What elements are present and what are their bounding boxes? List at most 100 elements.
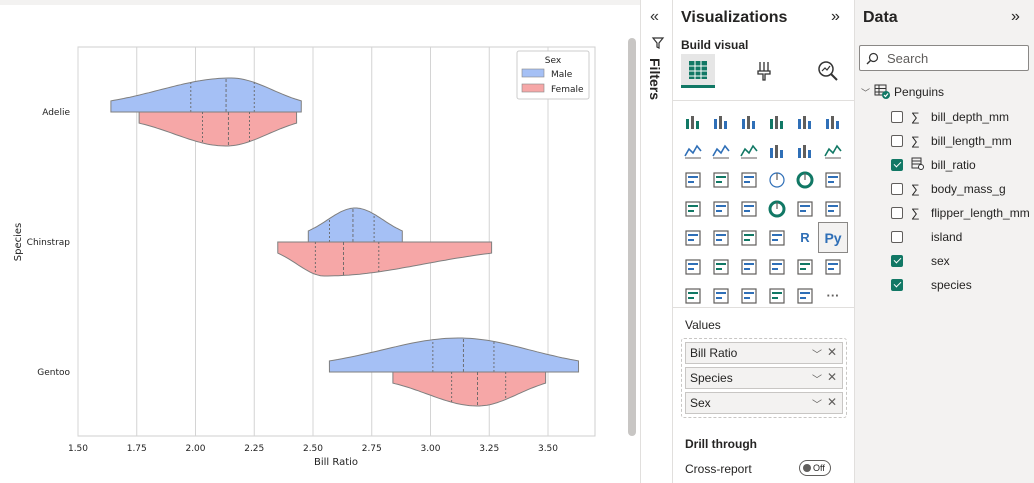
get-more-visuals-icon[interactable]	[735, 281, 763, 310]
stacked-bar-chart-icon[interactable]	[679, 107, 707, 136]
violin-male-chinstrap[interactable]	[307, 207, 403, 243]
pie-chart-icon[interactable]	[763, 165, 791, 194]
line-chart-icon[interactable]	[679, 136, 707, 165]
format-visual-button[interactable]	[747, 54, 781, 88]
scatter-chart-icon[interactable]	[735, 165, 763, 194]
remove-field-icon[interactable]: ✕	[826, 395, 837, 409]
r-visual-icon[interactable]: R	[791, 223, 819, 252]
remove-field-icon[interactable]: ✕	[826, 370, 837, 384]
area-chart-icon[interactable]	[707, 136, 735, 165]
chevron-down-icon[interactable]: ﹀	[812, 375, 822, 386]
field-species[interactable]: species	[891, 276, 972, 294]
legend-entry-male: Male	[551, 70, 573, 80]
diamond-visual-icon[interactable]	[763, 281, 791, 310]
field-name: bill_length_mm	[931, 134, 1012, 148]
table-icon[interactable]	[735, 223, 763, 252]
power-automate-icon[interactable]	[707, 281, 735, 310]
analytics-button[interactable]	[811, 54, 845, 88]
map-icon[interactable]	[679, 194, 707, 223]
field-bill-ratio[interactable]: bill_ratio	[891, 156, 976, 174]
violin-male-adelie[interactable]	[110, 77, 302, 113]
card-icon[interactable]	[791, 194, 819, 223]
paginated-report-icon[interactable]	[819, 252, 847, 281]
donut-chart-icon[interactable]	[791, 165, 819, 194]
cross-report-toggle[interactable]: Off	[799, 460, 831, 476]
gauge-icon[interactable]	[763, 194, 791, 223]
x-tick-label: 2.25	[244, 444, 264, 454]
matrix-icon[interactable]	[763, 223, 791, 252]
field-checkbox[interactable]	[891, 231, 903, 243]
arrow-visual-icon[interactable]	[791, 281, 819, 310]
100-column-chart-icon[interactable]	[819, 107, 847, 136]
funnel-chart-icon[interactable]	[707, 165, 735, 194]
values-field-sex[interactable]: Sex ﹀ ✕	[685, 392, 843, 414]
r-visual-glyph: R	[800, 230, 810, 245]
field-flipper-length-mm[interactable]: ∑ flipper_length_mm	[891, 204, 1030, 222]
stacked-area-chart-icon[interactable]	[735, 136, 763, 165]
field-checkbox[interactable]	[891, 159, 903, 171]
magnifier-chart-icon	[818, 61, 838, 81]
more-visuals-icon[interactable]: ···	[819, 281, 847, 310]
line-column-chart-icon[interactable]	[763, 136, 791, 165]
collapse-filters-icon[interactable]: «	[650, 8, 659, 25]
chevron-down-icon[interactable]: ﹀	[861, 87, 871, 98]
chevron-down-icon[interactable]: ﹀	[812, 350, 822, 361]
chevron-down-icon[interactable]: ﹀	[812, 400, 822, 411]
line-clustered-column-chart-icon[interactable]	[791, 136, 819, 165]
values-field-bill-ratio[interactable]: Bill Ratio ﹀ ✕	[685, 342, 843, 364]
field-body-mass-g[interactable]: ∑ body_mass_g	[891, 180, 1006, 198]
canvas-scrollbar[interactable]	[628, 38, 636, 436]
field-island[interactable]: island	[891, 228, 962, 246]
waterfall-chart-icon[interactable]	[679, 165, 707, 194]
violin-female-gentoo[interactable]	[392, 371, 547, 407]
metrics-icon[interactable]	[791, 252, 819, 281]
clustered-bar-chart-icon[interactable]	[707, 107, 735, 136]
treemap-chart-icon[interactable]	[819, 165, 847, 194]
expand-data-icon[interactable]: »	[1011, 8, 1020, 25]
field-checkbox[interactable]	[891, 183, 903, 195]
values-field-species[interactable]: Species ﹀ ✕	[685, 367, 843, 389]
python-visual-icon[interactable]: Py	[818, 222, 848, 253]
build-visual-fields-button[interactable]	[681, 54, 715, 88]
filters-label[interactable]: Filters	[647, 58, 663, 101]
filters-pane: « Filters	[640, 0, 673, 483]
field-sex[interactable]: sex	[891, 252, 950, 270]
violin-chart[interactable]: 1.50 1.75 2.00 2.25 2.50 2.75 3.00 3.25 3.50 Adel…	[0, 0, 625, 483]
stacked-column-chart-icon[interactable]	[735, 107, 763, 136]
search-field[interactable]: Search	[859, 45, 1029, 71]
multirow-card-icon[interactable]	[819, 194, 847, 223]
funnel-icon	[651, 37, 665, 49]
visualizations-title: Visualizations	[681, 9, 788, 26]
field-bill-length-mm[interactable]: ∑ bill_length_mm	[891, 132, 1012, 150]
filled-map-icon[interactable]	[707, 194, 735, 223]
field-checkbox[interactable]	[891, 279, 903, 291]
table-penguins[interactable]: ﹀ Penguins	[861, 84, 944, 100]
field-checkbox[interactable]	[891, 135, 903, 147]
expand-visualizations-icon[interactable]: »	[831, 8, 840, 25]
slicer-icon[interactable]	[707, 223, 735, 252]
violin-female-chinstrap[interactable]	[277, 241, 493, 277]
values-field-label: Bill Ratio	[690, 346, 738, 360]
field-checkbox[interactable]	[891, 207, 903, 219]
kpi-icon[interactable]	[679, 223, 707, 252]
paintbrush-icon	[757, 62, 771, 81]
calculated-column-icon	[911, 157, 927, 173]
field-name: bill_depth_mm	[931, 110, 1010, 124]
100-bar-chart-icon[interactable]	[791, 107, 819, 136]
clustered-column-chart-icon[interactable]	[763, 107, 791, 136]
smart-narrative-icon[interactable]	[763, 252, 791, 281]
violin-male-gentoo[interactable]	[328, 337, 580, 373]
key-influencers-icon[interactable]	[679, 252, 707, 281]
azure-map-icon[interactable]	[735, 194, 763, 223]
field-checkbox[interactable]	[891, 111, 903, 123]
power-apps-icon[interactable]	[679, 281, 707, 310]
field-name: island	[931, 230, 963, 244]
ribbon-chart-icon[interactable]	[819, 136, 847, 165]
decomposition-tree-icon[interactable]	[707, 252, 735, 281]
field-checkbox[interactable]	[891, 255, 903, 267]
remove-field-icon[interactable]: ✕	[826, 345, 837, 359]
field-bill-depth-mm[interactable]: ∑ bill_depth_mm	[891, 108, 1009, 126]
qa-visual-icon[interactable]	[735, 252, 763, 281]
violin-female-adelie[interactable]	[138, 111, 298, 147]
values-well[interactable]: Bill Ratio ﹀ ✕ Species ﹀ ✕ Sex ﹀ ✕	[681, 338, 847, 418]
